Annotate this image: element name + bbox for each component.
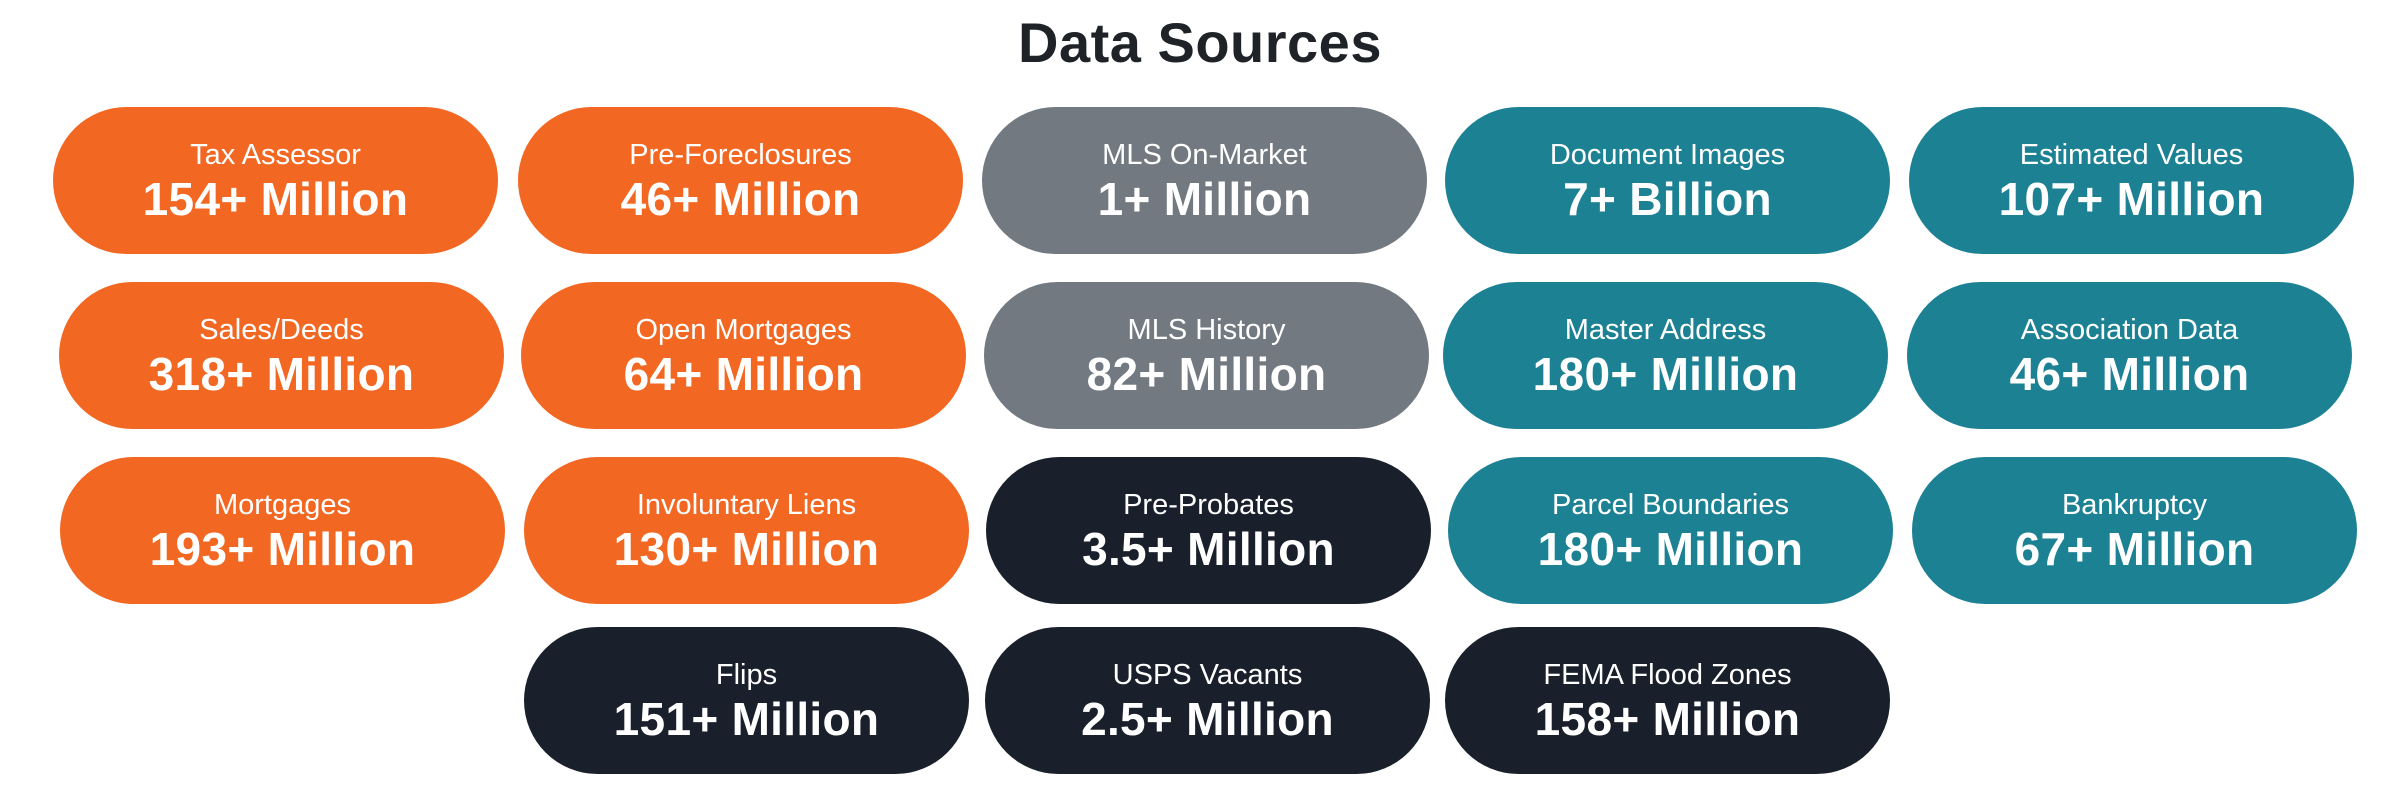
card-mortgages: Mortgages 193+ Million — [60, 457, 505, 604]
card-label: Tax Assessor — [190, 138, 361, 172]
card-master-address: Master Address 180+ Million — [1443, 282, 1888, 429]
card-value: 2.5+ Million — [1081, 692, 1334, 746]
card-value: 46+ Million — [2010, 347, 2250, 401]
card-label: Master Address — [1565, 313, 1766, 347]
card-usps-vacants: USPS Vacants 2.5+ Million — [985, 627, 1430, 774]
card-label: Pre-Probates — [1123, 488, 1294, 522]
card-value: 158+ Million — [1535, 692, 1801, 746]
card-value: 318+ Million — [149, 347, 415, 401]
card-label: MLS History — [1128, 313, 1286, 347]
card-involuntary-liens: Involuntary Liens 130+ Million — [524, 457, 969, 604]
card-fema-flood-zones: FEMA Flood Zones 158+ Million — [1445, 627, 1890, 774]
card-value: 67+ Million — [2015, 522, 2255, 576]
card-label: Bankruptcy — [2062, 488, 2207, 522]
card-label: Flips — [716, 658, 777, 692]
card-value: 7+ Billion — [1563, 172, 1772, 226]
card-value: 3.5+ Million — [1082, 522, 1335, 576]
card-value: 46+ Million — [621, 172, 861, 226]
card-bankruptcy: Bankruptcy 67+ Million — [1912, 457, 2357, 604]
card-label: MLS On-Market — [1102, 138, 1307, 172]
card-label: USPS Vacants — [1113, 658, 1303, 692]
card-value: 82+ Million — [1087, 347, 1327, 401]
card-label: Document Images — [1550, 138, 1785, 172]
card-mls-on-market: MLS On-Market 1+ Million — [982, 107, 1427, 254]
card-value: 180+ Million — [1533, 347, 1799, 401]
card-value: 130+ Million — [614, 522, 880, 576]
card-pre-probates: Pre-Probates 3.5+ Million — [986, 457, 1431, 604]
page-title: Data Sources — [0, 10, 2400, 75]
card-label: Pre-Foreclosures — [629, 138, 851, 172]
card-tax-assessor: Tax Assessor 154+ Million — [53, 107, 498, 254]
card-estimated-values: Estimated Values 107+ Million — [1909, 107, 2354, 254]
card-value: 154+ Million — [143, 172, 409, 226]
card-label: Involuntary Liens — [637, 488, 856, 522]
card-label: Estimated Values — [2020, 138, 2244, 172]
card-parcel-boundaries: Parcel Boundaries 180+ Million — [1448, 457, 1893, 604]
card-value: 180+ Million — [1538, 522, 1804, 576]
card-pre-foreclosures: Pre-Foreclosures 46+ Million — [518, 107, 963, 254]
card-label: Sales/Deeds — [199, 313, 363, 347]
card-open-mortgages: Open Mortgages 64+ Million — [521, 282, 966, 429]
card-label: FEMA Flood Zones — [1543, 658, 1791, 692]
card-document-images: Document Images 7+ Billion — [1445, 107, 1890, 254]
card-value: 107+ Million — [1999, 172, 2265, 226]
card-value: 1+ Million — [1098, 172, 1312, 226]
card-label: Mortgages — [214, 488, 351, 522]
card-association-data: Association Data 46+ Million — [1907, 282, 2352, 429]
card-sales-deeds: Sales/Deeds 318+ Million — [59, 282, 504, 429]
card-flips: Flips 151+ Million — [524, 627, 969, 774]
card-value: 151+ Million — [614, 692, 880, 746]
card-label: Association Data — [2021, 313, 2239, 347]
card-label: Parcel Boundaries — [1552, 488, 1789, 522]
card-label: Open Mortgages — [635, 313, 851, 347]
card-value: 64+ Million — [624, 347, 864, 401]
card-mls-history: MLS History 82+ Million — [984, 282, 1429, 429]
card-value: 193+ Million — [150, 522, 416, 576]
